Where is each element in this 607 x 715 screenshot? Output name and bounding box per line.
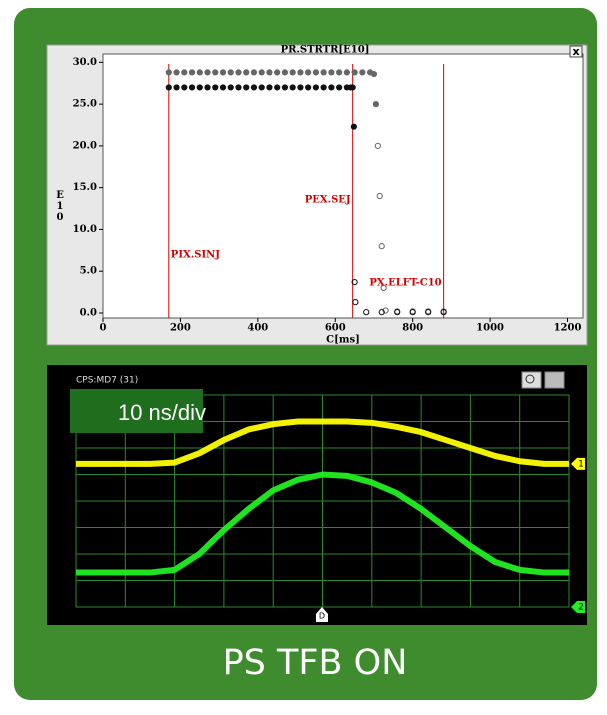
data-point bbox=[306, 85, 311, 90]
zoom-in-button[interactable] bbox=[522, 372, 541, 388]
data-point bbox=[290, 85, 295, 90]
data-point bbox=[205, 85, 210, 90]
zoom-out-button[interactable] bbox=[545, 372, 564, 388]
y-tick-label: 5.0 bbox=[80, 266, 97, 277]
data-point bbox=[275, 70, 280, 75]
data-point bbox=[213, 85, 218, 90]
data-point bbox=[373, 102, 378, 107]
data-point bbox=[306, 70, 311, 75]
data-point bbox=[351, 124, 356, 129]
data-point bbox=[344, 70, 349, 75]
annotation-label: PX.ELFT-C10 bbox=[369, 278, 441, 289]
x-tick-label: 0 bbox=[100, 323, 107, 334]
data-point bbox=[236, 70, 241, 75]
data-point bbox=[352, 70, 357, 75]
data-point bbox=[251, 70, 256, 75]
data-point bbox=[350, 85, 355, 90]
x-tick-label: 1000 bbox=[476, 323, 504, 334]
data-point bbox=[220, 70, 225, 75]
data-point bbox=[329, 85, 334, 90]
data-point bbox=[267, 85, 272, 90]
data-point bbox=[251, 85, 256, 90]
scope-title: CPS:MD7 (31) bbox=[76, 376, 138, 386]
data-point bbox=[213, 70, 218, 75]
data-point bbox=[313, 85, 318, 90]
data-point bbox=[236, 85, 241, 90]
y-axis-label: E10 bbox=[55, 190, 66, 223]
data-point bbox=[189, 85, 194, 90]
caption: PS TFB ON bbox=[223, 643, 408, 683]
channel-label: 2 bbox=[578, 603, 584, 613]
data-point bbox=[244, 70, 249, 75]
y-tick-label: 15.0 bbox=[73, 182, 97, 193]
data-point bbox=[166, 70, 171, 75]
data-point bbox=[313, 70, 318, 75]
data-point bbox=[228, 70, 233, 75]
x-tick-label: 200 bbox=[170, 323, 191, 334]
data-point bbox=[321, 70, 326, 75]
data-point bbox=[329, 70, 334, 75]
data-point bbox=[259, 70, 264, 75]
x-tick-label: 1200 bbox=[554, 323, 582, 334]
screenshot: PR.STRTR[E10] x C[ms] E10 CPS:MD7 (31) 1… bbox=[0, 0, 607, 711]
data-point bbox=[205, 70, 210, 75]
data-point bbox=[182, 85, 187, 90]
y-tick-label: 30.0 bbox=[73, 57, 97, 68]
data-point bbox=[298, 85, 303, 90]
data-point bbox=[290, 70, 295, 75]
trigger-label: D bbox=[319, 612, 325, 621]
data-point bbox=[337, 85, 342, 90]
data-point bbox=[267, 70, 272, 75]
data-point bbox=[282, 70, 287, 75]
plot-area bbox=[103, 54, 583, 318]
x-tick-label: 400 bbox=[247, 323, 268, 334]
close-label[interactable]: x bbox=[572, 45, 579, 58]
x-axis-label: C[ms] bbox=[326, 335, 360, 346]
y-tick-label: 20.0 bbox=[73, 140, 97, 151]
y-tick-label: 10.0 bbox=[73, 224, 97, 235]
data-point bbox=[197, 70, 202, 75]
data-point bbox=[275, 85, 280, 90]
data-point bbox=[228, 85, 233, 90]
data-point bbox=[244, 85, 249, 90]
chart-title: PR.STRTR[E10] bbox=[281, 45, 370, 56]
data-point bbox=[337, 70, 342, 75]
data-point bbox=[321, 85, 326, 90]
y-tick-label: 25.0 bbox=[73, 99, 97, 110]
data-point bbox=[298, 70, 303, 75]
timebase-label: 10 ns/div bbox=[118, 400, 206, 425]
data-point bbox=[189, 70, 194, 75]
data-point bbox=[220, 85, 225, 90]
data-point bbox=[371, 71, 376, 76]
channel-label: 1 bbox=[578, 459, 584, 469]
data-point bbox=[182, 70, 187, 75]
data-point bbox=[197, 85, 202, 90]
data-point bbox=[174, 70, 179, 75]
data-point bbox=[259, 85, 264, 90]
data-point bbox=[166, 85, 171, 90]
x-tick-label: 600 bbox=[325, 323, 346, 334]
annotation-label: PIX.SINJ bbox=[171, 250, 220, 261]
annotation-label: PEX.SEJ bbox=[305, 195, 351, 206]
y-tick-label: 0.0 bbox=[80, 307, 97, 318]
data-point bbox=[360, 70, 365, 75]
page: {"chart_data": [ {"type": "scatter", "ti… bbox=[0, 0, 607, 711]
data-point bbox=[174, 85, 179, 90]
data-point bbox=[282, 85, 287, 90]
x-tick-label: 800 bbox=[402, 323, 423, 334]
